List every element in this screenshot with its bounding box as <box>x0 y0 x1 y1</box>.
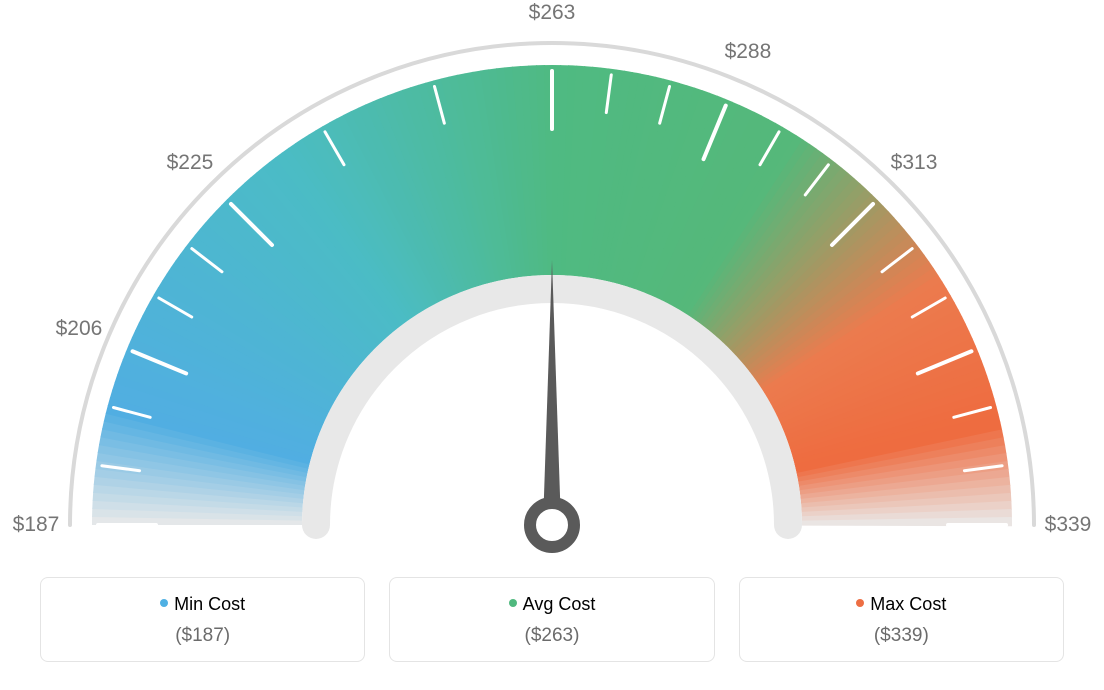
gauge-chart: $187 $206 $225 $263 $288 $313 $339 <box>0 0 1104 560</box>
gauge-tick-label: $187 <box>13 513 60 537</box>
legend-card-min: Min Cost ($187) <box>40 577 365 662</box>
cost-gauge-widget: $187 $206 $225 $263 $288 $313 $339 Min Cost ($… <box>0 0 1104 690</box>
gauge-tick-label: $339 <box>1045 513 1092 537</box>
legend-row: Min Cost ($187) Avg Cost ($263) Max Cost… <box>40 577 1064 662</box>
legend-label-text: Avg Cost <box>523 594 596 614</box>
legend-value-avg: ($263) <box>390 625 713 647</box>
gauge-tick-label: $313 <box>891 151 938 175</box>
legend-label-max: Max Cost <box>740 594 1063 615</box>
legend-label-text: Max Cost <box>870 594 946 614</box>
legend-label-avg: Avg Cost <box>390 594 713 615</box>
legend-value-max: ($339) <box>740 625 1063 647</box>
legend-card-max: Max Cost ($339) <box>739 577 1064 662</box>
gauge-tick-label: $263 <box>529 1 576 25</box>
legend-label-min: Min Cost <box>41 594 364 615</box>
gauge-tick-label: $206 <box>56 317 103 341</box>
gauge-tick-label: $225 <box>167 151 214 175</box>
dot-icon <box>509 599 517 607</box>
dot-icon <box>160 599 168 607</box>
legend-value-min: ($187) <box>41 625 364 647</box>
dot-icon <box>856 599 864 607</box>
gauge-tick-label: $288 <box>725 40 772 64</box>
legend-card-avg: Avg Cost ($263) <box>389 577 714 662</box>
legend-label-text: Min Cost <box>174 594 245 614</box>
